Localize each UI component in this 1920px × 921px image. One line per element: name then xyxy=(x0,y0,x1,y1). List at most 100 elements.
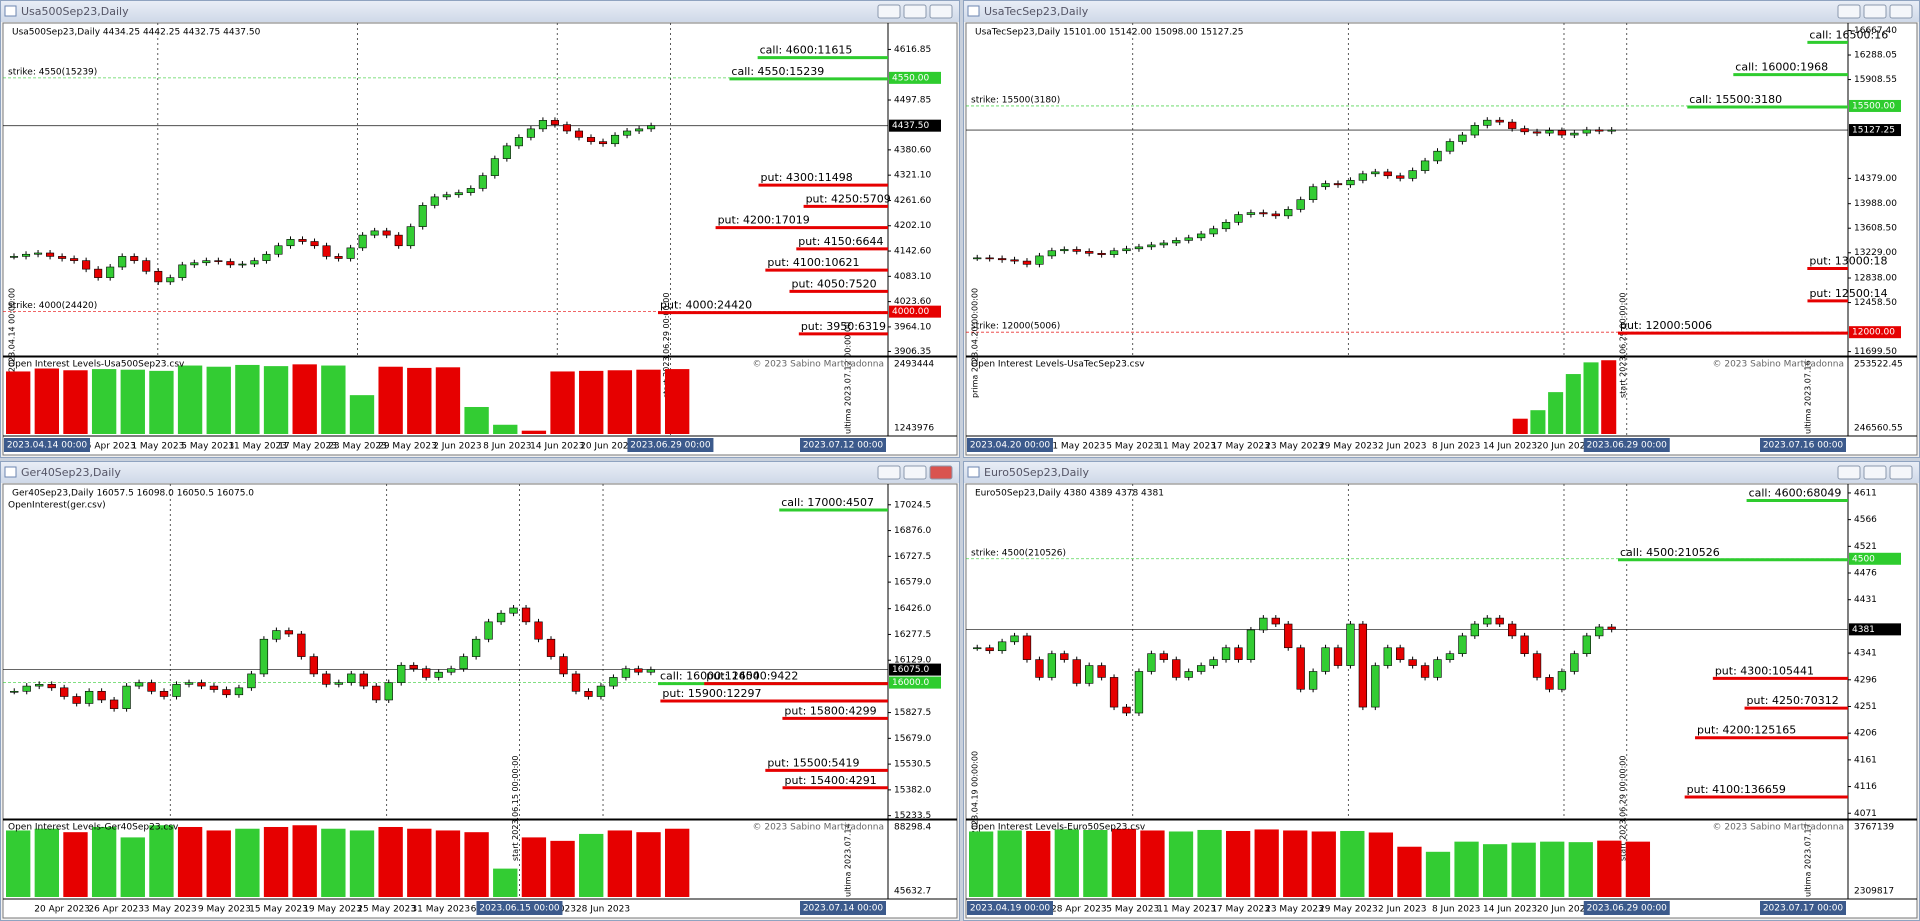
x-tick-label: 5 May 2023 xyxy=(1106,442,1159,452)
candle xyxy=(334,682,343,685)
oi-bar xyxy=(407,367,432,434)
price-marker: 12000.00 xyxy=(1852,328,1895,338)
candle xyxy=(1035,255,1044,265)
oi-bar xyxy=(177,365,203,434)
oi-bar xyxy=(1368,832,1394,897)
oi-bar xyxy=(1565,374,1581,434)
date-marker: 2023.07.14 00:00 xyxy=(803,904,884,914)
candle xyxy=(1308,186,1318,200)
oi-bar xyxy=(6,371,31,434)
y-tick-label: 13608.50 xyxy=(1854,224,1897,234)
y-tick-label: 15382.0 xyxy=(894,785,931,795)
candle xyxy=(1284,209,1293,217)
candle xyxy=(1259,617,1268,631)
y-tick-label: 4611 xyxy=(1854,488,1877,498)
window-button[interactable] xyxy=(929,465,953,480)
candle xyxy=(559,656,568,675)
candle xyxy=(1383,171,1392,177)
date-marker-bg xyxy=(967,438,1053,452)
candle xyxy=(1420,160,1430,171)
oi-bar xyxy=(1311,831,1336,897)
oi-bar xyxy=(407,828,432,897)
candle xyxy=(106,266,115,278)
oi-bar xyxy=(1512,418,1528,434)
x-tick-label: 20 Apr 2023 xyxy=(34,905,90,915)
date-marker: 2023.07.16 00:00 xyxy=(1763,441,1844,451)
window-button[interactable] xyxy=(1863,4,1887,19)
y-tick-label: 4476 xyxy=(1854,569,1877,579)
window-button[interactable] xyxy=(1889,465,1913,480)
oi-bar xyxy=(206,366,231,434)
candle xyxy=(1520,635,1529,654)
oi-bar xyxy=(664,828,690,897)
candle xyxy=(635,128,644,132)
price-marker: 4550.00 xyxy=(892,73,929,83)
candle xyxy=(584,690,593,697)
candle xyxy=(70,258,79,261)
oi-bar xyxy=(1340,830,1365,897)
candle xyxy=(214,260,223,262)
candle xyxy=(997,641,1007,652)
price-marker-bg xyxy=(1849,623,1901,636)
date-marker-bg xyxy=(967,901,1053,915)
window-button[interactable] xyxy=(877,465,901,480)
oi-bar xyxy=(636,369,661,434)
candle xyxy=(1545,130,1554,134)
x-tick-label: 9 May 2023 xyxy=(198,905,251,915)
price-marker-bg xyxy=(1849,326,1901,339)
candle xyxy=(22,253,31,257)
candle xyxy=(546,638,556,657)
candle xyxy=(1520,128,1529,133)
candle xyxy=(84,690,94,704)
candle xyxy=(1408,659,1417,666)
candle xyxy=(1532,131,1542,134)
candle xyxy=(1371,171,1380,175)
oi-bar xyxy=(149,825,174,897)
oi-level-label: put: 3950:6319 xyxy=(801,320,886,333)
oi-bar xyxy=(321,365,346,434)
candle xyxy=(1060,249,1069,252)
window-button[interactable] xyxy=(877,4,901,19)
window-button[interactable] xyxy=(903,465,927,480)
oi-bar xyxy=(464,406,489,434)
x-tick-label: 20 Jun 2023 xyxy=(1537,442,1591,452)
oi-bar xyxy=(435,367,461,434)
candle xyxy=(1358,623,1368,708)
candle xyxy=(1358,173,1368,181)
window-button[interactable] xyxy=(1889,4,1913,19)
x-tick-label: 28 Jun 2023 xyxy=(576,905,630,915)
window-button[interactable] xyxy=(1863,465,1887,480)
candle xyxy=(1122,706,1131,714)
candle xyxy=(997,258,1007,261)
x-tick-label: 23 May 2023 xyxy=(1265,442,1324,452)
oi-bar xyxy=(521,430,547,434)
price-marker: 15127.25 xyxy=(1852,126,1895,136)
window-button[interactable] xyxy=(929,4,953,19)
window-button[interactable] xyxy=(1837,465,1861,480)
candle xyxy=(521,607,531,623)
oi-bar xyxy=(1530,410,1546,434)
oi-bar xyxy=(493,424,518,434)
x-tick-label: 25 Apr 2023 xyxy=(80,442,136,452)
candle xyxy=(209,685,219,690)
candle xyxy=(442,194,451,198)
x-tick-label: 29 May 2023 xyxy=(378,442,437,452)
oi-bar xyxy=(1568,842,1593,897)
oi-bar xyxy=(636,832,661,897)
y-tick-label: 16426.0 xyxy=(894,604,931,614)
window-button[interactable] xyxy=(1837,4,1861,19)
y-tick-label: 16876.0 xyxy=(894,526,931,536)
price-marker-bg xyxy=(1849,99,1901,112)
oi-bar xyxy=(292,364,317,434)
window-button[interactable] xyxy=(903,4,927,19)
y-tick-label: 4251 xyxy=(1854,702,1877,712)
candle xyxy=(1022,635,1032,660)
y-tick-label: 4161 xyxy=(1854,755,1877,765)
y-tick-label: 4296 xyxy=(1854,675,1877,685)
candle xyxy=(430,196,439,206)
oi-bar xyxy=(1625,841,1651,897)
oi-level-label: put: 4300:105441 xyxy=(1715,664,1814,677)
candle xyxy=(272,630,281,640)
candle xyxy=(1221,222,1231,230)
candle xyxy=(1147,244,1156,248)
